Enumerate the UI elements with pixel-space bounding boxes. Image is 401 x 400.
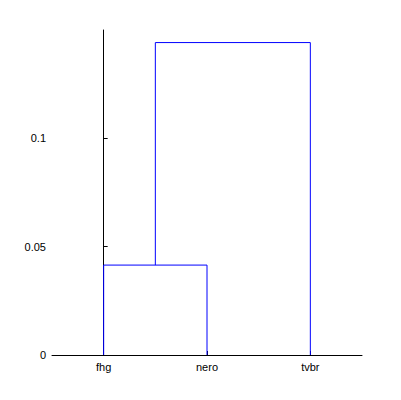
svg-text:tvbr: tvbr bbox=[301, 361, 320, 373]
svg-text:0.05: 0.05 bbox=[25, 241, 46, 253]
svg-text:0.1: 0.1 bbox=[31, 132, 46, 144]
svg-text:0: 0 bbox=[40, 349, 46, 361]
svg-text:nero: nero bbox=[196, 361, 218, 373]
svg-text:fhg: fhg bbox=[96, 361, 111, 373]
